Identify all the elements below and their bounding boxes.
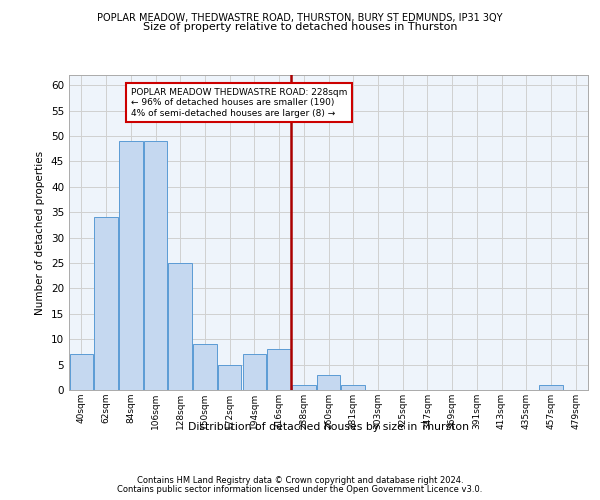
Bar — [242, 354, 266, 390]
Bar — [169, 263, 192, 390]
Bar — [119, 141, 143, 390]
Text: Contains HM Land Registry data © Crown copyright and database right 2024.: Contains HM Land Registry data © Crown c… — [137, 476, 463, 485]
Bar — [193, 344, 217, 390]
Text: POPLAR MEADOW THEDWASTRE ROAD: 228sqm
← 96% of detached houses are smaller (190): POPLAR MEADOW THEDWASTRE ROAD: 228sqm ← … — [131, 88, 347, 118]
Bar — [539, 385, 563, 390]
Text: Contains public sector information licensed under the Open Government Licence v3: Contains public sector information licen… — [118, 485, 482, 494]
Y-axis label: Number of detached properties: Number of detached properties — [35, 150, 46, 314]
Bar — [218, 364, 241, 390]
Text: POPLAR MEADOW, THEDWASTRE ROAD, THURSTON, BURY ST EDMUNDS, IP31 3QY: POPLAR MEADOW, THEDWASTRE ROAD, THURSTON… — [97, 12, 503, 22]
Bar — [317, 375, 340, 390]
Bar — [144, 141, 167, 390]
Bar — [70, 354, 93, 390]
Text: Size of property relative to detached houses in Thurston: Size of property relative to detached ho… — [143, 22, 457, 32]
Bar — [268, 350, 291, 390]
Text: Distribution of detached houses by size in Thurston: Distribution of detached houses by size … — [188, 422, 469, 432]
Bar — [292, 385, 316, 390]
Bar — [341, 385, 365, 390]
Bar — [94, 218, 118, 390]
